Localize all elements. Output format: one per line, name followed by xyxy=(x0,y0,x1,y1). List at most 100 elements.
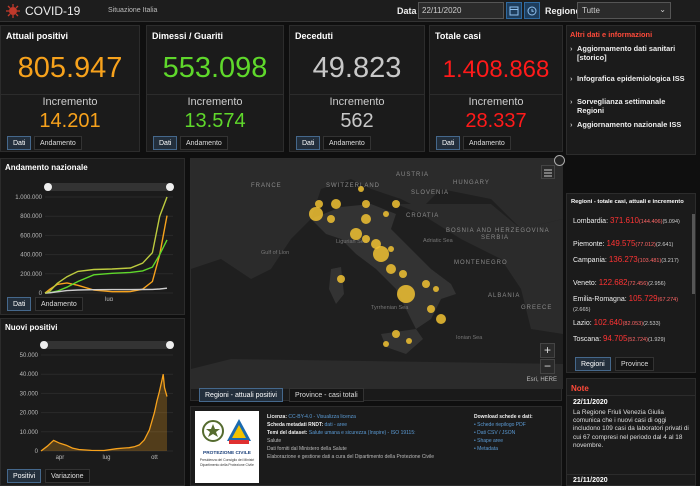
map-bubble[interactable] xyxy=(337,275,345,283)
map-bubble[interactable] xyxy=(406,338,412,344)
links-panel: Altri dati e informazioni › Aggiornamento… xyxy=(566,25,696,155)
fullscreen-icon[interactable] xyxy=(554,155,565,166)
link-sorveglianza[interactable]: › Sorveglianza settimanale Regioni xyxy=(570,97,666,115)
y-tick-label: 600.000 xyxy=(20,233,42,239)
y-tick-label: 800.000 xyxy=(20,214,42,220)
tab-variazione[interactable]: Variazione xyxy=(45,469,90,483)
range-slider-handle[interactable] xyxy=(44,183,52,191)
region-select-value: Tutte xyxy=(582,6,600,15)
map-bubble[interactable] xyxy=(388,246,394,252)
link-infografica[interactable]: › Infografica epidemiologica ISS xyxy=(570,74,685,83)
map-bubble[interactable] xyxy=(427,305,435,313)
y-tick-label: 10.000 xyxy=(20,430,39,436)
region-increment: (2.641) xyxy=(655,242,674,248)
map-bubble[interactable] xyxy=(392,330,400,338)
new-positives-chart[interactable]: 50.000 40.000 30.000 20.000 10.000 0 apr lug ott xyxy=(1,337,186,467)
download-link[interactable]: • Shape aree xyxy=(474,438,503,444)
national-trend-chart[interactable]: 1.000.000 800.000 600.000 400.000 200.000 0 lu… xyxy=(1,173,186,301)
top-bar: COVID-19 Situazione Italia Data 22/11/20… xyxy=(0,0,700,22)
kpi-value: 1.408.868 xyxy=(442,56,550,83)
tab-province[interactable]: Province xyxy=(615,357,655,371)
tab-kpi-andamento[interactable]: Andamento xyxy=(34,136,82,150)
map-bubble[interactable] xyxy=(373,246,389,262)
map-bubble[interactable] xyxy=(327,215,335,223)
map-bubble[interactable] xyxy=(436,314,446,324)
x-tick-label: ott xyxy=(151,455,158,461)
map-bubble[interactable] xyxy=(383,211,389,217)
series-line xyxy=(40,374,168,452)
brand-subtitle: Presidenza del Consiglio dei Ministri Di… xyxy=(199,458,255,467)
tab-map-regioni[interactable]: Regioni - attuali positivi xyxy=(199,388,283,402)
download-link[interactable]: • Metadata xyxy=(474,446,498,452)
download-link[interactable]: • Dati CSV / JSON xyxy=(474,430,516,436)
range-slider-handle[interactable] xyxy=(40,341,48,349)
y-tick-label: 0 xyxy=(39,291,43,297)
map-layers-button[interactable] xyxy=(541,165,555,179)
region-row[interactable]: Campania: 136.273(103.481)(3.217) xyxy=(573,255,689,266)
link-aggiornamento-iss[interactable]: › Aggiornamento nazionale ISS xyxy=(570,120,682,129)
range-slider-track[interactable] xyxy=(45,183,173,191)
map-bubble[interactable] xyxy=(433,286,439,292)
kpi-increment-label: Incremento xyxy=(468,96,524,108)
map-bubble[interactable] xyxy=(358,186,364,192)
map-bubble[interactable] xyxy=(386,264,396,274)
tab-map-province[interactable]: Province - casi totali xyxy=(289,388,364,402)
map-bubble[interactable] xyxy=(362,200,370,208)
map-bubble[interactable] xyxy=(315,200,323,208)
map-view[interactable]: FRANCE SWITZERLAND AUSTRIA HUNGARY SLOVENIA C… xyxy=(191,159,563,389)
region-row[interactable]: Piemonte: 149.575(77.012)(2.641) xyxy=(573,239,689,250)
tab-kpi-andamento[interactable]: Andamento xyxy=(463,136,511,150)
region-row[interactable]: Toscana: 94.705(52.724)(1.929) xyxy=(573,334,689,345)
region-row[interactable]: Veneto: 122.682(72.456)(2.956) xyxy=(573,278,689,289)
tab-positivi[interactable]: Positivi xyxy=(7,469,42,483)
tab-national-andamento[interactable]: Andamento xyxy=(35,297,83,311)
bullet-icon: • xyxy=(474,422,478,428)
footer-panel: PROTEZIONE CIVILE Presidenza del Consigl… xyxy=(190,406,562,486)
map-panel[interactable]: FRANCE SWITZERLAND AUSTRIA HUNGARY SLOVENIA C… xyxy=(190,158,563,402)
map-bubble[interactable] xyxy=(399,270,407,278)
range-slider-handle[interactable] xyxy=(166,341,174,349)
kpi-divider xyxy=(290,94,424,95)
tab-kpi-andamento[interactable]: Andamento xyxy=(180,136,228,150)
link-dati-sanitari[interactable]: › Aggiornamento dati sanitari [storico] xyxy=(570,44,676,62)
calendar-button[interactable] xyxy=(506,2,522,19)
date-input[interactable]: 22/11/2020 xyxy=(418,2,504,19)
range-slider-track[interactable] xyxy=(41,341,173,349)
calendar-icon xyxy=(509,6,519,16)
tab-kpi-dati[interactable]: Dati xyxy=(436,136,461,150)
metadata-link[interactable]: dati - aree xyxy=(324,422,348,428)
region-row[interactable]: Lazio: 102.640(82.053)(2.533) xyxy=(573,318,689,329)
region-select[interactable]: Tutte ⌄ xyxy=(577,2,671,19)
map-bubble[interactable] xyxy=(361,214,371,224)
kpi-title: Attuali positivi xyxy=(6,31,69,41)
kpi-card-totale-casi: Totale casi 1.408.868 Incremento 28.337 Dati… xyxy=(429,25,563,152)
region-row[interactable]: Lombardia: 371.610(144.406)(5.094) xyxy=(573,216,689,227)
regions-scrollbar[interactable] xyxy=(692,214,695,294)
y-tick-label: 50.000 xyxy=(20,353,39,359)
license-link[interactable]: CC-BY-4.0 - Visualizza licenza xyxy=(288,414,356,420)
tab-kpi-dati[interactable]: Dati xyxy=(296,136,321,150)
map-bubble[interactable] xyxy=(331,199,341,209)
tab-regioni[interactable]: Regioni xyxy=(575,357,611,371)
tab-kpi-andamento[interactable]: Andamento xyxy=(323,136,371,150)
tab-national-dati[interactable]: Dati xyxy=(7,297,32,311)
map-bubble[interactable] xyxy=(397,285,415,303)
time-button[interactable] xyxy=(524,2,540,19)
map-bubble[interactable] xyxy=(392,200,400,208)
map-bubble[interactable] xyxy=(383,341,389,347)
map-bubble[interactable] xyxy=(362,235,370,243)
region-row[interactable]: Emilia-Romagna: 105.729(67.274) (2.665) xyxy=(573,294,689,315)
tab-kpi-dati[interactable]: Dati xyxy=(153,136,178,150)
download-link[interactable]: • Schede riepilogo PDF xyxy=(474,422,526,428)
range-slider-handle[interactable] xyxy=(166,183,174,191)
region-increment: (2.956) xyxy=(648,281,666,287)
kpi-divider xyxy=(430,94,562,95)
region-increment: (1.929) xyxy=(647,337,666,343)
tab-kpi-dati[interactable]: Dati xyxy=(7,136,32,150)
zoom-in-button[interactable]: + xyxy=(540,343,555,358)
map-bubble[interactable] xyxy=(422,280,430,288)
region-total: 94.705 xyxy=(602,334,628,343)
zoom-out-button[interactable]: − xyxy=(540,359,555,374)
map-bubble[interactable] xyxy=(309,207,323,221)
map-bubble[interactable] xyxy=(350,228,362,240)
